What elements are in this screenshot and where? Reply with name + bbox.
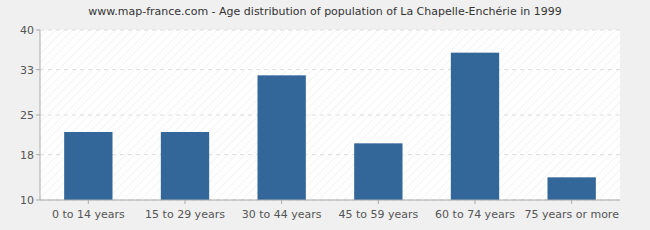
y-tick-label: 10 [20, 194, 34, 207]
grid-line [40, 154, 620, 155]
x-tick [378, 200, 379, 204]
x-tick [281, 200, 282, 204]
grid-line [40, 200, 620, 201]
x-tick-label: 60 to 74 years [435, 208, 515, 221]
bars [64, 53, 596, 200]
x-tick [475, 200, 476, 204]
title: www.map-france.com - Age distribution of… [88, 5, 561, 18]
y-tick-label: 40 [20, 24, 34, 37]
y-tick [36, 69, 40, 70]
bar [64, 132, 112, 200]
x-tick-label: 30 to 44 years [242, 208, 322, 221]
y-tick [36, 30, 40, 31]
grid-line [40, 69, 620, 70]
bar [354, 143, 402, 200]
plot-area [40, 30, 620, 200]
background [0, 0, 650, 230]
x-tick-label: 75 years or more [524, 208, 619, 221]
x-tick-label: 15 to 29 years [145, 208, 225, 221]
bar [161, 132, 209, 200]
x-tick-label: 45 to 59 years [338, 208, 418, 221]
x-tick [571, 200, 572, 204]
y-tick-label: 18 [20, 149, 34, 162]
chart-root: www.map-france.com - Age distribution of… [0, 0, 650, 230]
y-tick [36, 200, 40, 201]
x-tick [88, 200, 89, 204]
y-tick [36, 154, 40, 155]
chart-svg: www.map-france.com - Age distribution of… [0, 0, 650, 230]
x-tick [185, 200, 186, 204]
bar [258, 75, 306, 200]
grid-line [40, 30, 620, 31]
bar [548, 177, 596, 200]
y-axis [40, 30, 41, 200]
x-tick-label: 0 to 14 years [52, 208, 125, 221]
grid-line [40, 115, 620, 116]
y-tick-label: 25 [20, 109, 34, 122]
bar [451, 53, 499, 200]
y-tick [36, 115, 40, 116]
y-tick-label: 33 [20, 64, 34, 77]
x-axis [40, 200, 620, 201]
